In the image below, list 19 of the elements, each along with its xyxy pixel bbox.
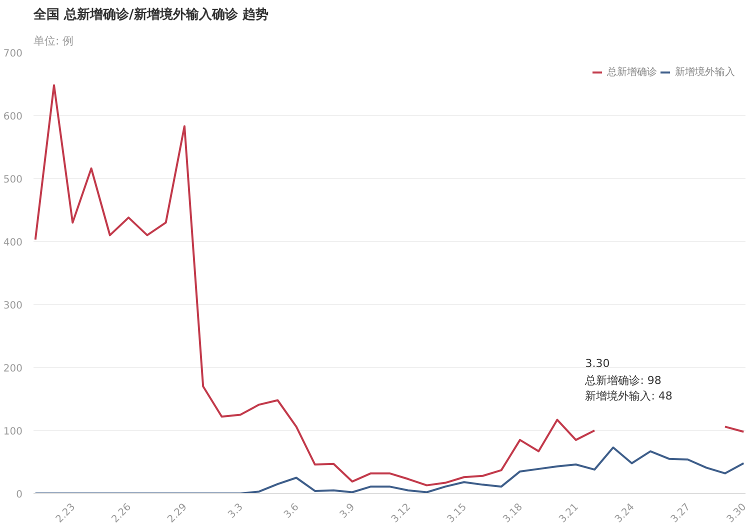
x-tick-label: 3.9 (338, 502, 358, 521)
y-tick-label: 700 (3, 48, 23, 60)
x-tick-label: 3.3 (226, 502, 246, 521)
y-tick-label: 500 (3, 174, 23, 186)
annotation: 3.30 (585, 357, 610, 370)
line-series (34, 446, 745, 494)
y-tick-label: 100 (3, 426, 23, 438)
x-tick-label: 3.6 (282, 502, 302, 521)
y-tick-label: 200 (3, 364, 23, 374)
annotation: 新增境外输入: 48 (585, 390, 672, 403)
annotation: 总新增确诊: 98 (584, 374, 662, 387)
y-tick-label: 0 (16, 490, 23, 500)
y-tick-label: 300 (3, 300, 23, 312)
legend-label: 新增境外输入 (675, 66, 735, 79)
chart-title: 全国 总新增确诊/新增境外输入确诊 趋势 (32, 6, 268, 22)
chart-subtitle: 单位: 例 (34, 34, 74, 48)
y-tick-label: 400 (3, 238, 23, 248)
legend-label: 总新增确诊 (607, 66, 657, 79)
y-tick-label: 600 (3, 112, 23, 122)
